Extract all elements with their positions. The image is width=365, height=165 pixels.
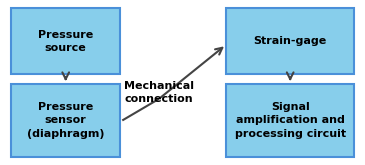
Text: Pressure
sensor
(diaphragm): Pressure sensor (diaphragm) [27,102,104,139]
FancyBboxPatch shape [226,8,354,74]
FancyBboxPatch shape [226,84,354,157]
Text: Strain-gage: Strain-gage [254,36,327,46]
FancyBboxPatch shape [11,84,120,157]
Text: Mechanical
connection: Mechanical connection [124,81,194,104]
FancyBboxPatch shape [11,8,120,74]
Text: Pressure
source: Pressure source [38,30,93,53]
Text: Signal
amplification and
processing circuit: Signal amplification and processing circ… [235,102,346,139]
